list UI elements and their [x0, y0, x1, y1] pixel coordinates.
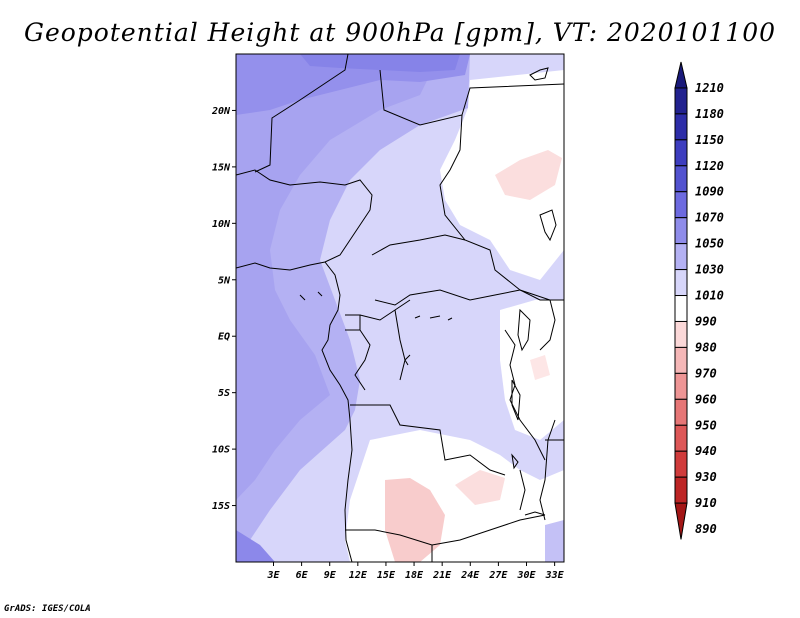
lake-tanganyika	[511, 379, 521, 421]
islands	[299, 291, 323, 301]
west-africa-coast	[236, 169, 373, 271]
zambia-border	[519, 469, 526, 511]
colorbar-swatch	[674, 217, 688, 245]
map-title: Geopotential Height at 900hPa [gpm], VT:…	[23, 18, 777, 47]
angola-north-border	[350, 404, 506, 476]
colorbar-label: 910	[695, 496, 717, 510]
field-se-corner	[545, 520, 564, 562]
car-south-border	[374, 289, 521, 306]
field-1070-patch	[300, 54, 460, 72]
malawi-border	[539, 419, 556, 521]
colorbar-label: 960	[695, 392, 717, 406]
lake-mark-2	[511, 453, 519, 470]
lake-kariba	[524, 511, 546, 516]
colorbar-label: 1120	[695, 159, 724, 173]
field-pink-kalahari	[385, 478, 445, 562]
congo-north-border	[359, 299, 411, 321]
colorbar-label: 1180	[695, 107, 724, 121]
field-pink-south-2	[455, 470, 505, 505]
colorbar-label: 970	[695, 366, 717, 380]
colorbar-label: 1090	[695, 185, 724, 199]
colorbar-swatch	[674, 398, 688, 426]
field-1050-band	[236, 54, 440, 500]
central-west-coast	[321, 261, 353, 562]
lon-tick-label: 27E	[488, 570, 508, 581]
uganda-border	[519, 289, 556, 351]
river-marks	[414, 315, 453, 321]
lake-albert	[517, 308, 531, 352]
latitude-axis: 20N 15N 10N 5N EQ 5S 10S 15S	[211, 106, 236, 512]
colorbar-label: 1150	[695, 133, 724, 147]
lat-tick-label: 15S	[212, 501, 230, 512]
colorbar-label: 930	[695, 470, 717, 484]
lon-tick-label: 6E	[296, 570, 309, 581]
colorbar-label: 1030	[695, 263, 724, 277]
lake-mark-1	[404, 354, 411, 366]
height-field	[236, 54, 564, 562]
colorbar-label: 1210	[695, 81, 724, 95]
colorbar-swatch	[674, 191, 688, 219]
map-frame	[235, 53, 565, 563]
colorbar-label: 940	[695, 444, 717, 458]
field-pink-east	[530, 355, 550, 380]
lat-tick-label: EQ	[218, 332, 230, 343]
eq-guinea-border	[345, 314, 361, 331]
lon-tick-label: 21E	[432, 570, 452, 581]
colorbar-bottom-arrow	[674, 502, 688, 540]
colorbar: 1210 1180 1150 1120 1090 1070 1050 1030 1010 990 9…	[674, 61, 724, 540]
lon-tick-label: 33E	[545, 570, 565, 581]
lon-tick-label: 3E	[266, 570, 280, 581]
lat-tick-label: 15N	[212, 162, 231, 173]
colorbar-swatch	[674, 346, 688, 374]
colorbar-swatch	[674, 87, 688, 115]
sahara-border-2	[379, 69, 564, 126]
lon-tick-label: 24E	[460, 570, 480, 581]
lon-tick-label: 9E	[324, 570, 337, 581]
caprivi-border	[431, 514, 546, 546]
ethiopia-fragment	[539, 209, 557, 242]
colorbar-label: 980	[695, 340, 717, 354]
gabon-border	[354, 329, 371, 391]
red-sea-coast	[529, 67, 549, 81]
colorbar-swatch	[674, 320, 688, 348]
colorbar-swatch	[674, 295, 688, 322]
colorbar-label: 1050	[695, 237, 724, 251]
colorbar-swatch	[674, 372, 688, 400]
field-pink-north	[495, 150, 562, 200]
field-sw-corner	[236, 530, 275, 562]
lon-tick-label: 15E	[377, 570, 396, 581]
country-boundaries	[236, 54, 564, 562]
colorbar-label: 890	[695, 522, 717, 536]
colorbar-label: 1010	[695, 289, 724, 303]
sahara-border-1	[254, 54, 349, 173]
congo-drc-border	[394, 309, 406, 381]
colorbar-swatch	[674, 113, 688, 141]
lat-tick-label: 20N	[211, 106, 231, 117]
car-north-border	[371, 234, 466, 256]
lat-tick-label: 10N	[212, 219, 231, 230]
lat-tick-label: 5N	[218, 275, 231, 286]
lon-tick-label: 30E	[516, 570, 536, 581]
colorbar-swatch	[674, 269, 688, 297]
colorbar-swatch	[674, 424, 688, 452]
lat-tick-label: 5S	[218, 388, 230, 399]
lon-tick-label: 12E	[349, 570, 368, 581]
colorbar-swatch	[674, 165, 688, 193]
colorbar-swatch	[674, 450, 688, 478]
colorbar-swatch	[674, 476, 688, 504]
angola-south-border	[345, 529, 433, 562]
longitude-axis: 3E 6E 9E 12E 15E 18E 21E 24E 27E 30E 33E	[266, 562, 565, 581]
lon-tick-label: 18E	[405, 570, 424, 581]
colorbar-top-arrow	[674, 61, 688, 89]
lat-tick-label: 10S	[212, 445, 230, 456]
field-white-lakes	[500, 300, 564, 440]
colorbar-label: 950	[695, 418, 717, 432]
grads-credit: GrADS: IGES/COLA	[4, 604, 91, 614]
colorbar-swatch	[674, 243, 688, 271]
colorbar-swatch	[674, 139, 688, 167]
colorbar-label: 990	[695, 314, 717, 328]
colorbar-label: 1070	[695, 211, 724, 225]
